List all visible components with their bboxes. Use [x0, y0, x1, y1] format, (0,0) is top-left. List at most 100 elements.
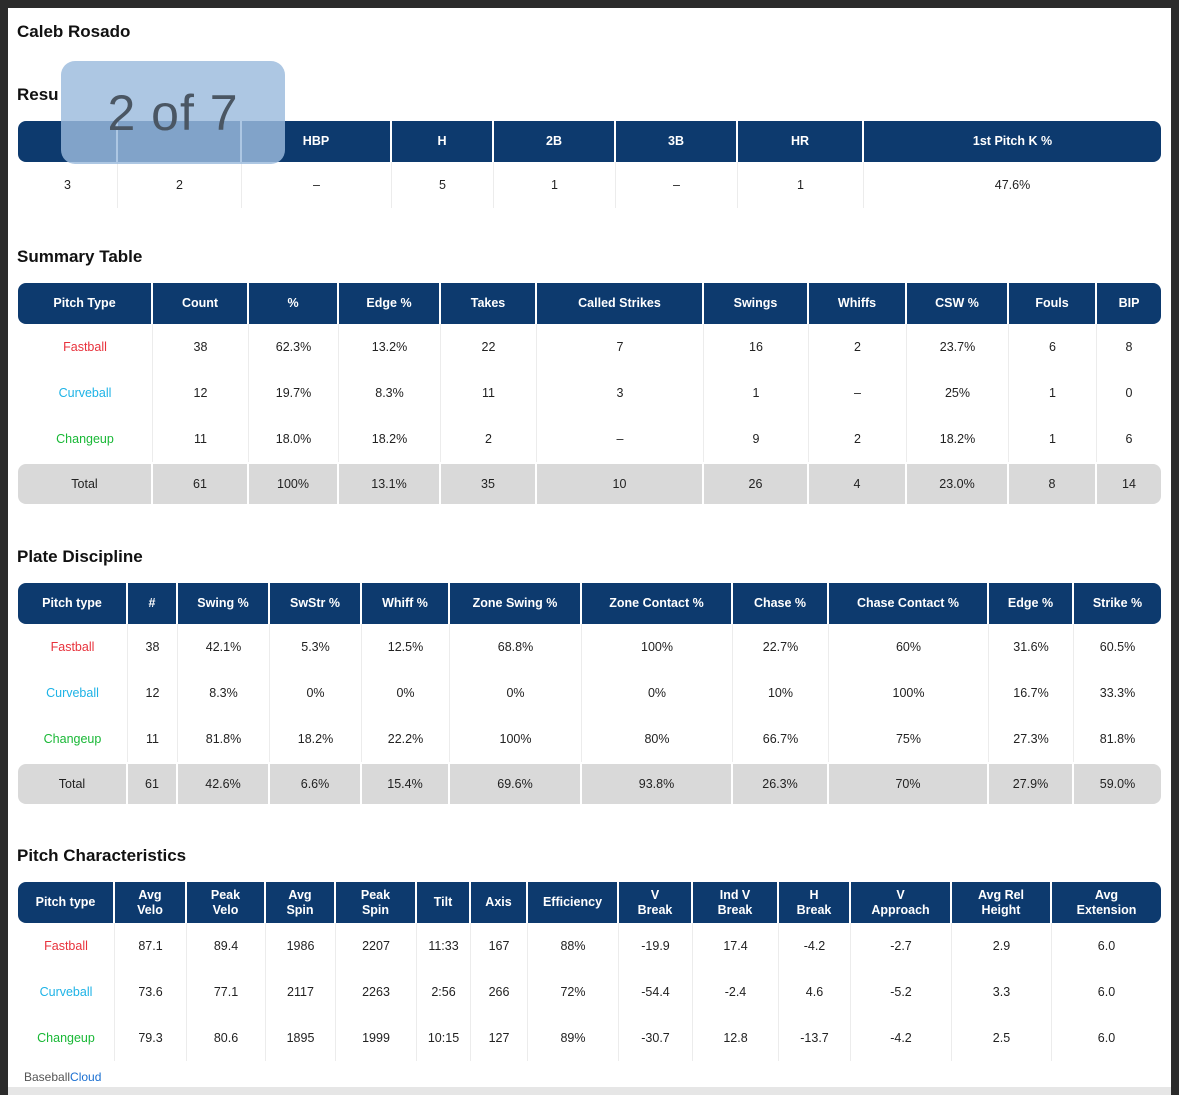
characteristics-col-header: Efficiency	[528, 882, 619, 923]
pitch-type-label: Fastball	[18, 923, 115, 969]
total-cell: Total	[18, 764, 128, 804]
summary-col-header: BIP	[1097, 283, 1161, 324]
discipline-col-header: Whiff %	[362, 583, 450, 624]
table-row: Changeup 11 18.0% 18.2% 2–9 2 18.2% 1 6	[18, 416, 1161, 462]
table-cell: -4.2	[779, 923, 851, 969]
total-cell: Total	[18, 464, 153, 504]
summary-col-header: Takes	[441, 283, 537, 324]
total-row: Total 61 100% 13.1% 35 10 26 4 23.0% 8 14	[18, 464, 1161, 504]
table-row: Changeup 11 81.8% 18.2% 22.2% 100% 80% 66.7% 75%…	[18, 716, 1161, 762]
table-cell: 6.0	[1097, 1031, 1116, 1045]
total-cell: 14	[1097, 464, 1161, 504]
table-cell: 6	[1009, 324, 1097, 370]
characteristics-col-header: Avg Velo	[115, 882, 187, 923]
table-cell: 18.0%	[249, 416, 339, 462]
table-cell: 0%	[270, 670, 362, 716]
results-col-header: 2B	[494, 121, 616, 162]
table-cell: 100%	[582, 624, 733, 670]
table-cell: 12.8	[693, 1015, 779, 1061]
report-page: Caleb Rosado Resu HBP H 2B 3B HR 1st Pit…	[8, 8, 1171, 1095]
table-cell: 8.3%	[339, 370, 441, 416]
table-cell: 3	[18, 162, 118, 208]
table-cell: 47.6%	[994, 178, 1031, 192]
table-cell: 100%	[450, 716, 582, 762]
total-cell: 26	[704, 464, 809, 504]
summary-col-header: Edge %	[339, 283, 441, 324]
total-cell: 42.6%	[178, 764, 270, 804]
table-cell: 0%	[582, 670, 733, 716]
results-col-header: 1st Pitch K %	[864, 121, 1161, 162]
table-cell: 22.7%	[733, 624, 829, 670]
characteristics-col-header: V Approach	[851, 882, 952, 923]
table-cell: 38	[153, 324, 249, 370]
discipline-header-row: Pitch type # Swing % SwStr % Whiff % Zone Swi…	[18, 583, 1161, 624]
summary-title: Summary Table	[17, 247, 143, 266]
table-cell: -2.7	[851, 923, 952, 969]
characteristics-col-header: Axis	[471, 882, 528, 923]
table-cell: 0	[1125, 386, 1133, 400]
pitch-type-label: Fastball	[18, 624, 128, 670]
total-cell: 35	[441, 464, 537, 504]
discipline-title: Plate Discipline	[17, 547, 143, 566]
total-cell: 4	[809, 464, 907, 504]
characteristics-col-header: Ind V Break	[693, 882, 779, 923]
table-cell: 12.5%	[362, 624, 450, 670]
table-row: 3 2 – 5 1 – 1 47.6%	[18, 162, 1161, 208]
table-cell: 2.5	[952, 1015, 1052, 1061]
table-cell: 1895	[266, 1015, 336, 1061]
characteristics-title: Pitch Characteristics	[17, 846, 187, 865]
results-col-header: 3B	[616, 121, 738, 162]
characteristics-col-header: Avg Rel Height	[952, 882, 1052, 923]
table-cell: 31.6%	[989, 624, 1074, 670]
total-cell: 100%	[249, 464, 339, 504]
table-cell: 75%	[829, 716, 989, 762]
table-cell: 2	[118, 162, 242, 208]
total-cell: 6.6%	[270, 764, 362, 804]
page-bottom-edge	[8, 1087, 1171, 1095]
total-cell: 8	[1009, 464, 1097, 504]
table-cell: 1	[494, 162, 616, 208]
discipline-col-header: Edge %	[989, 583, 1074, 624]
table-row: Curveball 12 19.7% 8.3% 11 3 1–25% 1 0	[18, 370, 1161, 416]
table-cell: 18.2%	[270, 716, 362, 762]
table-cell: 2:56	[417, 969, 471, 1015]
table-cell: 81.8%	[1099, 732, 1136, 746]
table-cell: –	[242, 162, 392, 208]
table-cell: 11:33	[417, 923, 471, 969]
page-counter-overlay: 2 of 7	[61, 61, 285, 164]
discipline-col-header: Strike %	[1074, 583, 1161, 624]
table-cell: 18.2%	[907, 416, 1009, 462]
summary-col-header: CSW %	[907, 283, 1009, 324]
summary-col-header: Pitch Type	[18, 283, 153, 324]
table-cell: -13.7	[779, 1015, 851, 1061]
table-cell: 10%	[733, 670, 829, 716]
characteristics-col-header: Peak Spin	[336, 882, 417, 923]
table-cell: 12	[153, 370, 249, 416]
discipline-col-header: Zone Contact %	[582, 583, 733, 624]
table-cell: 66.7%	[733, 716, 829, 762]
table-cell: 2263	[336, 969, 417, 1015]
pitch-type-label: Fastball	[18, 324, 153, 370]
table-cell: 6	[1125, 432, 1133, 446]
total-cell: 61	[128, 764, 178, 804]
table-cell: 7	[537, 324, 704, 370]
summary-table: Pitch Type Count% Edge % Takes Called Strike…	[18, 283, 1161, 504]
table-row: Changeup 79.3 80.6 1895 1999 10:15 127 89% -30.7…	[18, 1015, 1161, 1061]
table-cell: 2.9	[952, 923, 1052, 969]
table-cell: 6.0	[1097, 985, 1116, 999]
results-title: Resu	[17, 85, 59, 104]
total-cell: 59.0%	[1074, 764, 1161, 804]
table-cell: 16	[704, 324, 809, 370]
characteristics-col-header: Pitch type	[18, 882, 115, 923]
pitch-type-label: Curveball	[18, 969, 115, 1015]
table-cell: 1	[738, 162, 864, 208]
discipline-col-header: Zone Swing %	[450, 583, 582, 624]
table-cell: 33.3%	[1099, 686, 1136, 700]
total-cell: 27.9%	[989, 764, 1074, 804]
total-cell: 70%	[829, 764, 989, 804]
table-cell: 2	[441, 416, 537, 462]
total-cell: 15.4%	[362, 764, 450, 804]
table-cell: 77.1	[187, 969, 266, 1015]
table-cell: 22	[441, 324, 537, 370]
total-cell: 23.0%	[907, 464, 1009, 504]
